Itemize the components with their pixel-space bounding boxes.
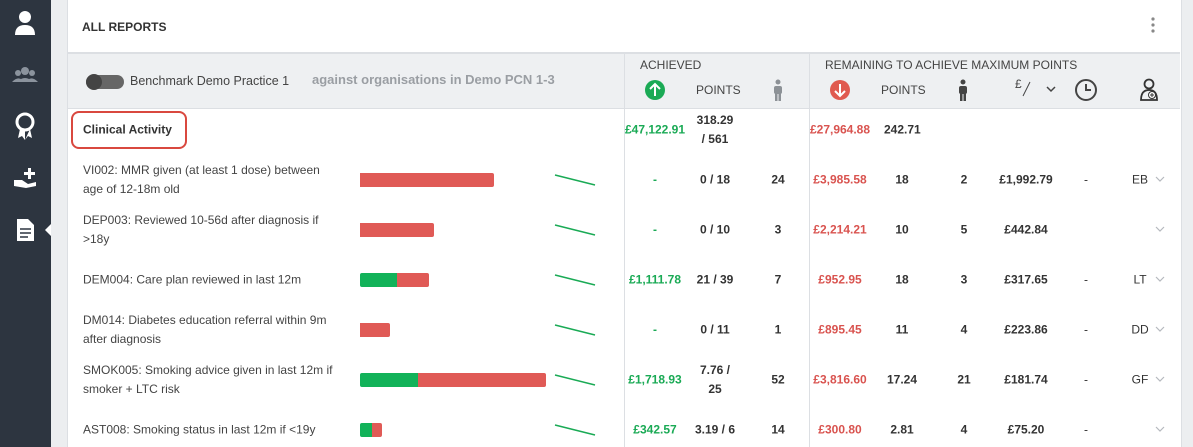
toggle[interactable] [86,73,126,90]
points: 21 / 39 [696,272,734,287]
group-highlight [71,111,187,149]
remaining-patients: 2 [960,172,968,187]
trend-line [554,374,596,386]
row-name: DEP003: Reviewed 10-56d after diagnosis … [83,213,319,246]
expand-button [1155,426,1165,432]
per-patient: £181.74 [1004,372,1048,387]
sidebar-icons [12,11,51,241]
remaining: £300.80 [818,422,862,437]
remaining-points: 17.24 [886,372,918,387]
bar-remaining [371,423,382,437]
bar-remaining [360,223,435,237]
practice-name: Benchmark Demo Practice 1 [130,74,290,88]
trend-line [554,274,596,286]
assignee: EB [1131,172,1148,187]
sidebar [0,0,51,447]
trend-line [554,174,596,186]
remaining-points: 18 [895,172,909,187]
achieved: £1,111.78 [628,272,682,287]
time: - [1084,322,1088,337]
expand-button [1155,176,1165,182]
bar-achieved [360,273,398,287]
per-patient: £1,992.79 [999,172,1053,187]
remaining: £2,214.21 [813,222,867,237]
trend-line [554,424,596,436]
bar-remaining [417,373,547,387]
per-patient: £317.65 [1004,272,1048,287]
achieved-header: ACHIEVED [640,58,702,72]
patients: 7 [774,272,782,287]
patients: 1 [774,322,782,337]
remaining: £3,816.60 [813,372,867,387]
patients: 14 [771,422,785,437]
time: - [1084,422,1088,437]
row-name: DM014: Diabetes education referral withi… [83,313,327,346]
remaining-patients: 5 [960,222,968,237]
achieved: - [653,222,657,237]
achieved: £1,718.93 [628,372,682,387]
group-name: Clinical Activity [83,122,172,137]
trend-line [554,324,596,336]
remaining-patients: 3 [960,272,968,287]
per-patient: £223.86 [1004,322,1048,337]
group-achieved: £47,122.91 [624,122,686,137]
remaining-points: 10 [895,222,909,237]
patients: 24 [771,172,785,187]
remaining-points: 2.81 [890,422,914,437]
remaining-patients: 4 [960,422,968,437]
row-name: SMOK005: Smoking advice given in last 12… [83,363,333,396]
remaining-header: REMAINING TO ACHIEVE MAXIMUM POINTS [825,58,1078,72]
patients: 3 [774,222,782,237]
time: - [1084,172,1088,187]
bar-achieved [360,373,418,387]
assignee: GF [1131,372,1149,387]
group-remaining-points: 242.71 [884,122,921,137]
achieved: - [653,172,657,187]
remaining-patients: 21 [957,372,971,387]
divider [624,53,625,447]
achieved: £342.57 [633,422,677,437]
group-points: 318.29 / 561 [696,113,734,146]
group-remaining: £27,964.88 [809,122,871,137]
remaining-points: 18 [895,272,909,287]
patients: 52 [771,372,785,387]
divider [809,53,810,447]
assignee: LT [1133,272,1147,287]
achieved: - [653,322,657,337]
remaining-points-header: POINTS [881,83,926,97]
time: - [1084,372,1088,387]
card-title: ALL REPORTS [82,20,167,34]
remaining-patients: 4 [960,322,968,337]
expand-button [1155,376,1165,382]
bar-remaining [360,323,391,337]
points: 3.19 / 6 [694,422,736,437]
bar-remaining [397,273,430,287]
menu-button[interactable] [1151,17,1155,33]
achieved-points-header: POINTS [696,83,741,97]
expand-button [1155,326,1165,332]
divider [68,52,1180,53]
points: 7.76 / 25 [699,363,731,396]
assignee: DD [1131,322,1149,337]
comparison: against organisations in Demo PCN 1-3 [312,72,555,87]
row-name: AST008: Smoking status in last 12m if <1… [83,422,316,437]
row-name: VI002: MMR given (at least 1 dose) betwe… [83,163,320,196]
per-patient: £75.20 [1007,422,1045,437]
per-patient: £442.84 [1004,222,1048,237]
remaining-points: 11 [895,322,909,337]
points: 0 / 11 [700,322,730,337]
points: 0 / 18 [699,172,731,187]
remaining: £895.45 [818,322,862,337]
remaining: £952.95 [818,272,862,287]
time: - [1084,272,1088,287]
remaining: £3,985.58 [813,172,867,187]
points: 0 / 10 [699,222,731,237]
expand-button [1155,276,1165,282]
expand-button [1155,226,1165,232]
row-name: DEM004: Care plan reviewed in last 12m [83,272,302,287]
bar-remaining [360,173,494,187]
trend-line [554,224,596,236]
bar-achieved [360,423,372,437]
